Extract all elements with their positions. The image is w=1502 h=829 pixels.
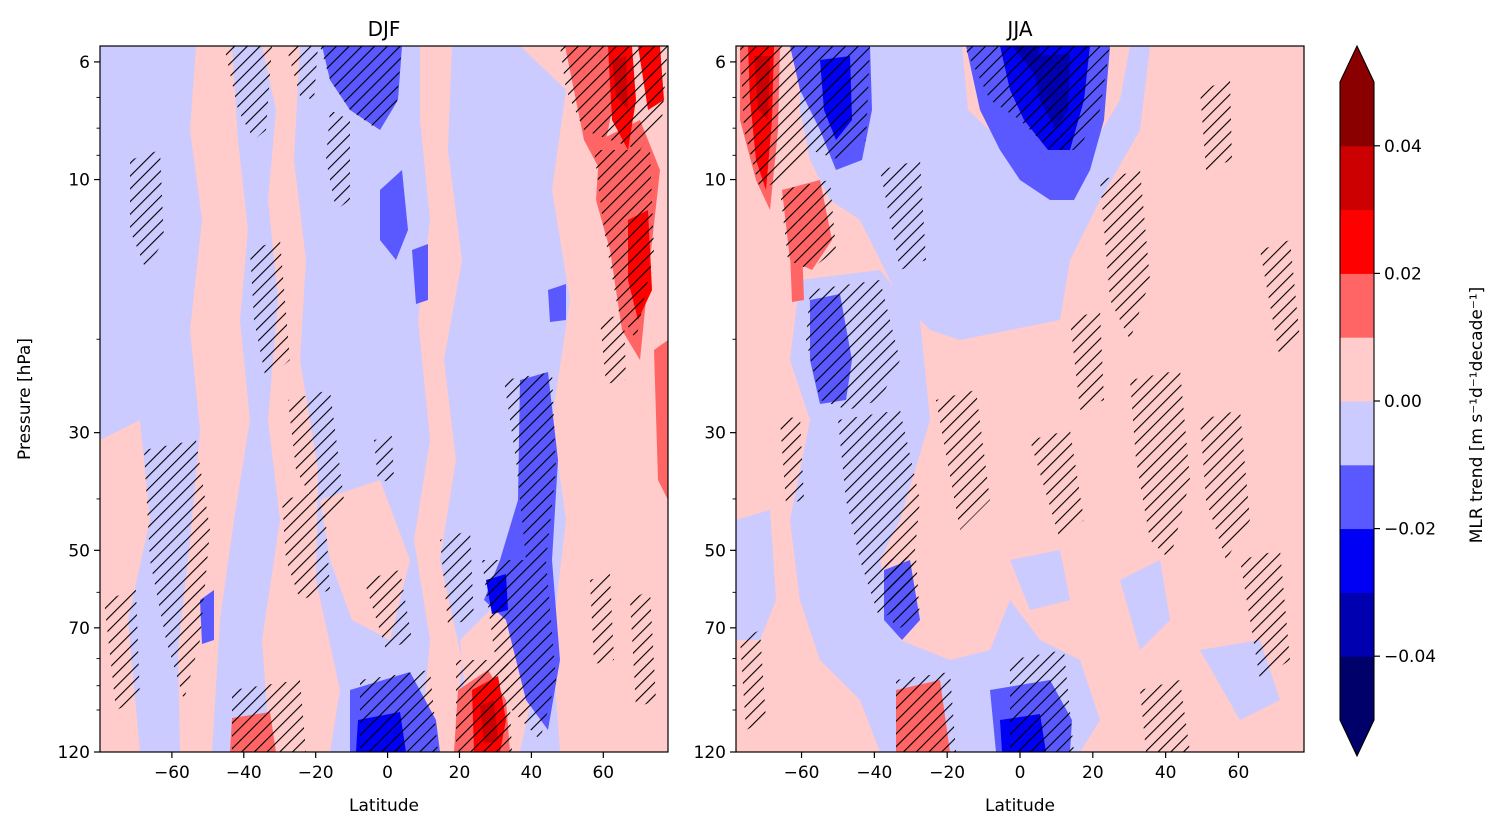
colorbar-bands: [1339, 44, 1375, 758]
jja-title: JJA: [1005, 17, 1032, 41]
djf-trend-field: [100, 46, 668, 752]
jja-xtick-label: −60: [784, 763, 820, 783]
djf-x-ticks: −60 −40 −20 0 20 40 60: [154, 752, 614, 783]
djf-ytick-label: 50: [68, 541, 90, 561]
colorbar-extend-min: [1340, 720, 1374, 756]
jja-y-ticks: 6 10 30 50 70 120: [694, 53, 736, 763]
colorbar-tick-label: 0.02: [1384, 264, 1422, 284]
djf-xtick-label: −60: [154, 763, 190, 783]
jja-ytick-label: 30: [704, 424, 726, 444]
djf-xtick-label: −20: [298, 763, 334, 783]
colorbar-band: [1340, 337, 1374, 402]
jja-ytick-label: 50: [704, 541, 726, 561]
djf-axes-frame: [99, 45, 669, 753]
jja-xtick-label: 0: [1015, 763, 1026, 783]
jja-ytick-label: 70: [704, 619, 726, 639]
colorbar-band: [1340, 528, 1374, 593]
colorbar-band: [1340, 209, 1374, 274]
significance-hatching: [740, 46, 1300, 752]
djf-title: DJF: [368, 17, 401, 41]
djf-ytick-label: 30: [68, 424, 90, 444]
djf-xtick-label: 40: [521, 763, 543, 783]
djf-ytick-label: 70: [68, 619, 90, 639]
jja-trend-field: [736, 46, 1304, 752]
djf-xtick-label: 60: [592, 763, 614, 783]
colorbar-tick-label: −0.02: [1384, 520, 1436, 540]
panel-jja: JJA Latitude −60 −40 −20 0 20 40 60 6 10 30 50 70 1…: [694, 17, 1305, 816]
colorbar-band: [1340, 273, 1374, 338]
djf-ytick-label: 120: [58, 743, 90, 763]
jja-xlabel: Latitude: [985, 796, 1055, 816]
djf-xtick-label: 0: [382, 763, 393, 783]
djf-xtick-label: 20: [449, 763, 471, 783]
jja-xtick-label: −40: [856, 763, 892, 783]
jja-ytick-label: 6: [715, 53, 726, 73]
jja-xtick-label: −20: [929, 763, 965, 783]
colorbar-band: [1340, 592, 1374, 657]
jja-ytick-label: 120: [694, 743, 726, 763]
colorbar: 0.04 0.02 0.00 −0.02 −0.04 MLR trend [m s⁻¹d…: [1339, 44, 1487, 758]
colorbar-ticks: 0.04 0.02 0.00 −0.02 −0.04: [1374, 137, 1436, 667]
colorbar-label: MLR trend [m s⁻¹d⁻¹decade⁻¹]: [1467, 287, 1487, 544]
djf-y-ticks: 6 10 30 50 70 120: [58, 53, 100, 763]
jja-x-ticks: −60 −40 −20 0 20 40 60: [784, 752, 1250, 783]
colorbar-tick-label: 0.00: [1384, 392, 1422, 412]
colorbar-outline: [1339, 44, 1375, 758]
colorbar-band: [1340, 145, 1374, 211]
significance-hatching: [104, 46, 668, 752]
colorbar-band: [1340, 656, 1374, 721]
djf-ylabel: Pressure [hPa]: [15, 338, 35, 460]
colorbar-band: [1340, 82, 1374, 147]
jja-xtick-label: 20: [1082, 763, 1104, 783]
colorbar-extend-max: [1340, 46, 1374, 82]
jja-xtick-label: 40: [1155, 763, 1177, 783]
jja-xtick-label: 60: [1228, 763, 1250, 783]
panel-djf: DJF Latitude Pressure [hPa] −60 −40 −20 0 20…: [15, 17, 669, 816]
djf-ytick-label: 10: [68, 171, 90, 191]
jja-ytick-label: 10: [704, 171, 726, 191]
colorbar-tick-label: −0.04: [1384, 647, 1436, 667]
djf-ytick-label: 6: [79, 53, 90, 73]
djf-xtick-label: −40: [226, 763, 262, 783]
colorbar-band: [1340, 401, 1374, 466]
colorbar-tick-label: 0.04: [1384, 137, 1422, 157]
colorbar-band: [1340, 464, 1374, 530]
djf-xlabel: Latitude: [349, 796, 419, 816]
